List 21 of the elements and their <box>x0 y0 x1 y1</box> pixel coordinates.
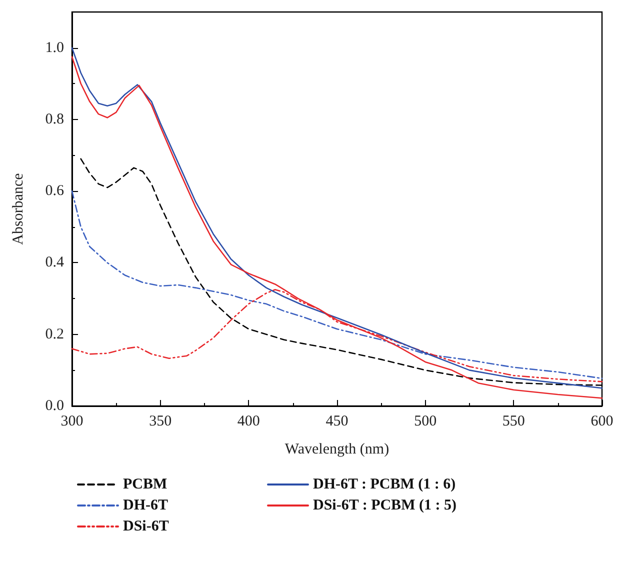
y-tick-label: 0.6 <box>45 183 64 200</box>
y-tick-label: 1.0 <box>45 40 64 56</box>
legend-label: DH-6T <box>123 498 168 514</box>
x-tick-label: 300 <box>60 414 84 430</box>
legend-label: DSi-6T : PCBM (1 : 5) <box>313 498 456 514</box>
y-axis-title: Absorbance <box>10 172 26 245</box>
y-tick-label: 0.0 <box>45 398 64 414</box>
line-series <box>71 190 603 380</box>
legend-label: DSi-6T <box>123 518 169 534</box>
legend-label: DH-6T : PCBM (1 : 6) <box>313 476 456 492</box>
x-tick-label: 550 <box>502 414 525 430</box>
x-tick-label: 500 <box>414 414 437 430</box>
x-tick-label: 400 <box>237 414 260 430</box>
legend-label: PCBM <box>123 476 168 492</box>
x-tick-label: 450 <box>326 414 348 430</box>
x-tick-label: 350 <box>149 414 172 430</box>
y-tick-label: 0.2 <box>45 326 64 342</box>
x-axis-title: Wavelength (nm) <box>284 442 390 458</box>
y-tick-label: 0.4 <box>45 254 64 271</box>
x-tick-label: 600 <box>590 414 614 430</box>
y-tick-label: 0.8 <box>45 111 64 128</box>
